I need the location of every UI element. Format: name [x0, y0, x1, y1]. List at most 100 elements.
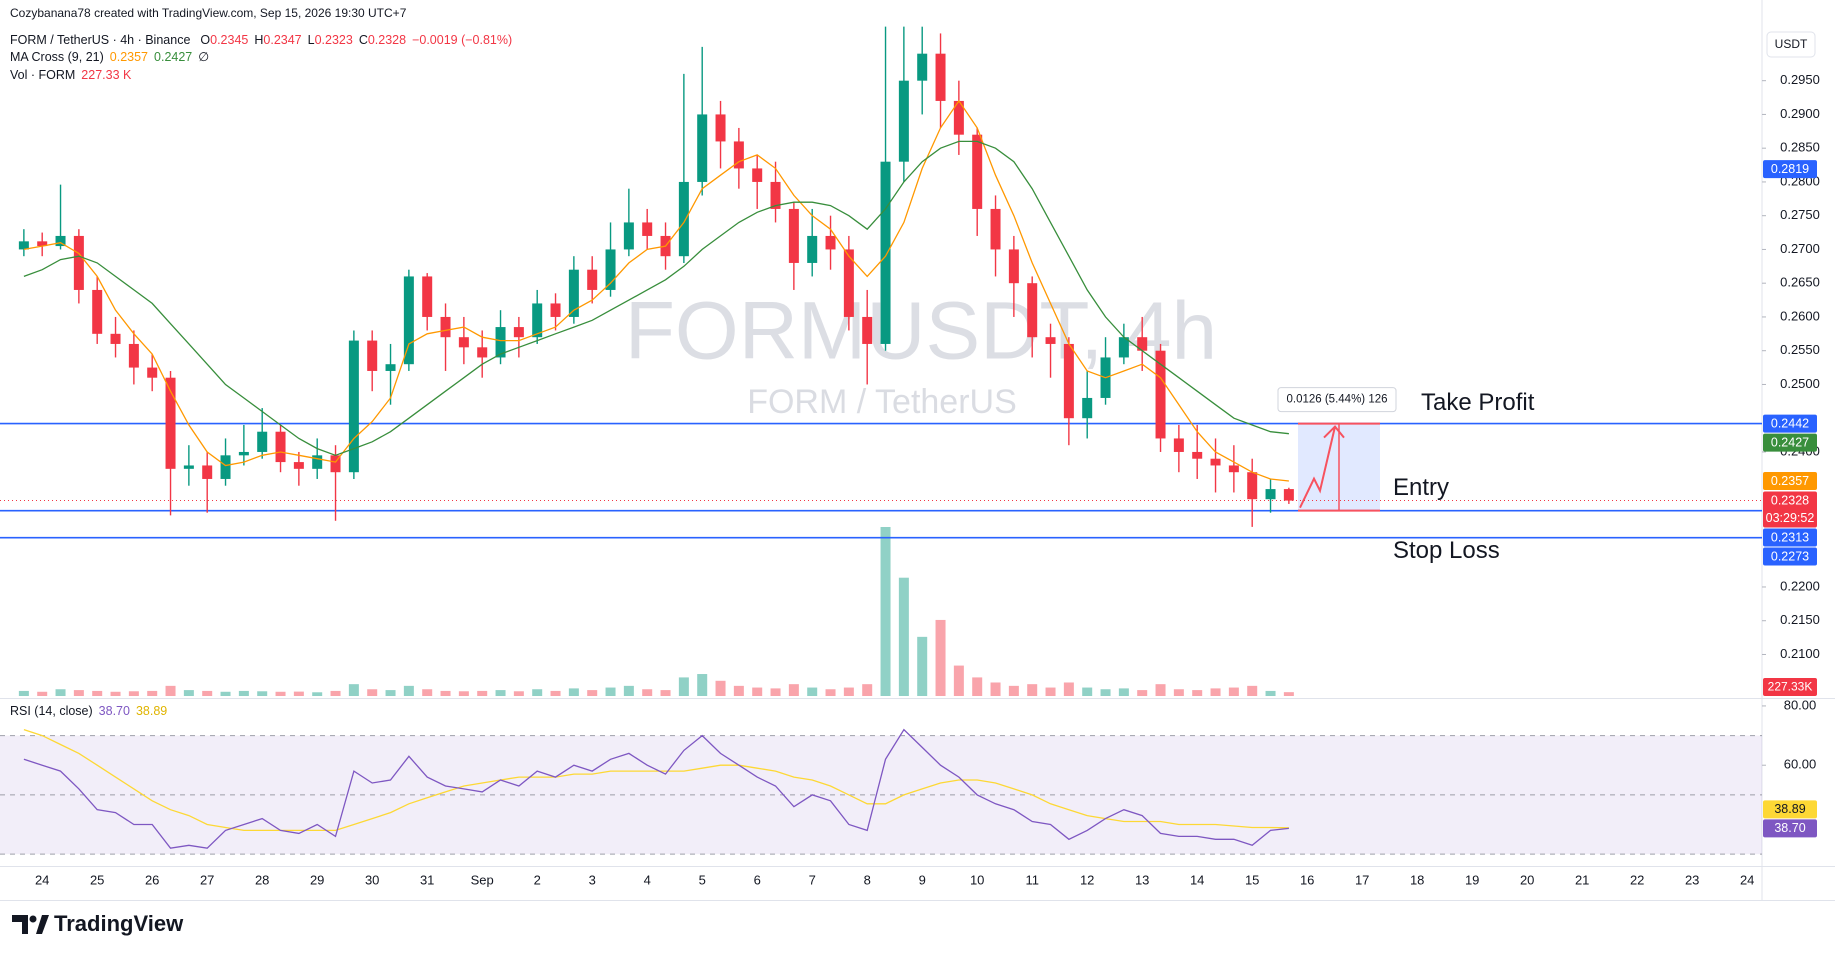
volume-name: Vol · FORM — [10, 68, 75, 82]
candle-body — [422, 276, 433, 317]
footer-brand[interactable]: TradingView — [54, 911, 184, 936]
logo-mark[interactable] — [12, 915, 28, 934]
volume-bar — [1045, 687, 1056, 696]
rsi-legend: RSI (14, close) 38.70 38.89 — [10, 704, 167, 718]
volume-bar — [843, 687, 854, 696]
volume-marker — [1763, 678, 1817, 696]
volume-bar — [1118, 688, 1129, 696]
candle-body — [862, 316, 873, 344]
candle-body — [1155, 350, 1166, 439]
volume-bar — [293, 691, 304, 696]
candle-body — [715, 114, 726, 142]
candle-body — [403, 276, 414, 365]
x-tick-label: 17 — [1355, 872, 1369, 887]
x-tick-label: 30 — [365, 872, 379, 887]
volume-bar — [495, 690, 506, 696]
volume-bar — [1265, 690, 1276, 696]
x-tick-label: 8 — [864, 872, 871, 887]
x-tick-label: 25 — [90, 872, 104, 887]
candle-body — [1173, 438, 1184, 452]
y-tick-label: 0.2900 — [1780, 106, 1820, 121]
volume-bar — [458, 691, 469, 696]
price-marker-label: 0.2357 — [1771, 474, 1809, 488]
volume-bar — [935, 619, 946, 696]
rsi-line — [23, 728, 1289, 849]
x-tick-label: 31 — [420, 872, 434, 887]
y-tick-label: 0.2650 — [1780, 275, 1820, 290]
price-marker — [1763, 528, 1817, 547]
candle-body — [770, 181, 781, 209]
candle-body — [1265, 489, 1276, 500]
candle-body — [92, 289, 103, 334]
volume-bar — [1173, 689, 1184, 696]
y-tick-label: 0.2500 — [1780, 376, 1820, 391]
ohlc-value: 0.2347 — [263, 33, 301, 47]
volume-bar — [1228, 687, 1239, 696]
x-tick-label: 18 — [1410, 872, 1424, 887]
candle-body — [953, 100, 964, 135]
volume-bar — [1283, 692, 1294, 696]
x-tick-label: 15 — [1245, 872, 1259, 887]
currency[interactable]: USDT — [1775, 37, 1808, 51]
symbol-title: FORM / TetherUS · 4h · Binance — [10, 33, 190, 47]
rsi-marker — [1763, 819, 1817, 838]
x-tick-label: 10 — [970, 872, 984, 887]
footer-logo[interactable]: TradingView — [12, 911, 184, 936]
price-marker-label: 0.2819 — [1771, 162, 1809, 176]
level-label: Take Profit — [1421, 389, 1535, 416]
price-marker-label: 0.2313 — [1771, 530, 1809, 544]
volume-bar — [660, 690, 671, 696]
volume-bar — [513, 691, 524, 696]
volume-bar — [1008, 685, 1019, 696]
y-tick-label: 0.2200 — [1780, 578, 1820, 593]
candles — [18, 26, 1294, 527]
x-tick-label: 19 — [1465, 872, 1479, 887]
y-tick-label: 0.2700 — [1780, 241, 1820, 256]
x-tick-label: 24 — [1740, 872, 1754, 887]
x-tick-label: 4 — [644, 872, 651, 887]
x-tick-label: 23 — [1685, 872, 1699, 887]
ma-name: MA Cross (9, 21) — [10, 50, 104, 64]
logo-dot[interactable] — [29, 915, 37, 923]
price-marker-label: 0.2273 — [1771, 549, 1809, 563]
price-marker — [1763, 471, 1817, 490]
candle-body — [1247, 472, 1258, 500]
rsi-tick-label: 60.00 — [1784, 757, 1817, 772]
volume-bar — [825, 689, 836, 696]
rsi-name: RSI (14, close) — [10, 704, 93, 718]
candle-body — [697, 114, 708, 182]
logo-slash[interactable] — [36, 915, 49, 934]
volume-bar — [440, 690, 451, 696]
candle-body — [110, 333, 121, 344]
rsi-marker-label: 38.70 — [1774, 821, 1805, 835]
candle-body — [73, 235, 84, 290]
candle-body — [568, 269, 579, 317]
ohlc-key: H — [254, 33, 263, 47]
volume-bar — [788, 684, 799, 696]
candle-body — [1027, 283, 1038, 338]
volume-bar — [110, 691, 121, 696]
volume-bar — [367, 689, 378, 696]
candle-body — [367, 340, 378, 371]
candle-body — [825, 235, 836, 250]
currency-box[interactable] — [1766, 31, 1816, 58]
y-tick-label: 0.2950 — [1780, 72, 1820, 87]
x-tick-label: 6 — [754, 872, 761, 887]
candle-body — [513, 327, 524, 338]
y-tick-label: 0.2100 — [1780, 646, 1820, 661]
candle-body — [733, 141, 744, 169]
rsi-tick-label: 80.00 — [1784, 697, 1817, 712]
legend-ma: MA Cross (9, 21) 0.2357 0.2427 ∅ — [10, 50, 209, 64]
volume-bar — [275, 691, 286, 696]
price-marker — [1763, 433, 1817, 452]
countdown: 03:29:52 — [1766, 511, 1815, 525]
ma-line — [23, 140, 1289, 456]
volume-bar — [477, 690, 488, 696]
level-label: Entry — [1393, 474, 1449, 501]
rsi-line — [23, 728, 1289, 832]
candle-body — [843, 249, 854, 317]
candle-body — [128, 343, 139, 368]
candle-body — [275, 431, 286, 463]
volume-bar — [73, 690, 84, 696]
